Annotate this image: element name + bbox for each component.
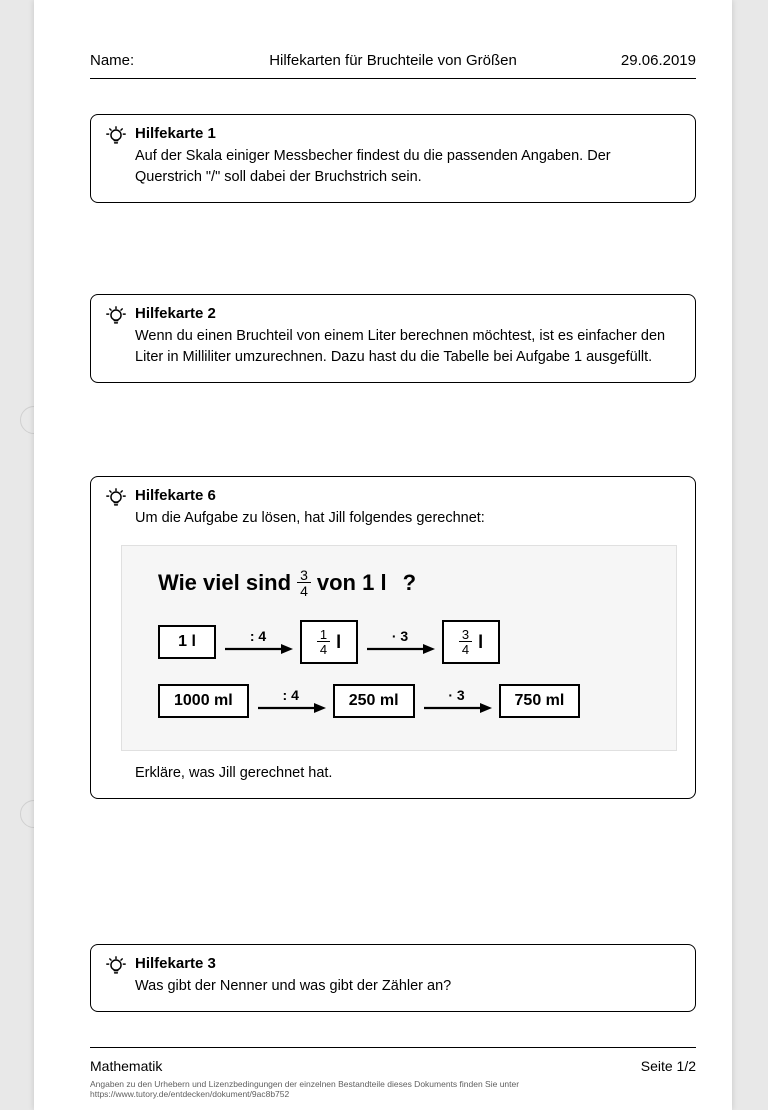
fraction: 3 4 xyxy=(459,628,472,656)
value-box: 1 l xyxy=(158,625,216,659)
arrow: · 3 xyxy=(419,687,495,715)
card-body: Auf der Skala einiger Messbecher findest… xyxy=(135,146,677,188)
arrow: : 4 xyxy=(253,687,329,715)
help-card-3: Hilfekarte 3 Was gibt der Nenner und was… xyxy=(90,944,696,1012)
card-outro: Erkläre, was Jill gerechnet hat. xyxy=(135,763,677,784)
denominator: 4 xyxy=(320,642,327,656)
header-rule xyxy=(90,78,696,79)
help-card-6: Hilfekarte 6 Um die Aufgabe zu lösen, ha… xyxy=(90,476,696,799)
unit: l xyxy=(478,632,483,653)
fineprint-line: Angaben zu den Urhebern und Lizenzbeding… xyxy=(90,1079,696,1090)
question-prefix: Wie viel sind xyxy=(158,570,291,596)
card-body: Was gibt der Nenner und was gibt der Zäh… xyxy=(135,976,677,997)
question-suffix: ? xyxy=(403,570,416,596)
arrow-icon xyxy=(256,701,326,715)
lightbulb-icon xyxy=(105,955,127,977)
card-title: Hilfekarte 6 xyxy=(135,487,677,504)
numerator: 3 xyxy=(459,628,472,642)
arrow-icon xyxy=(223,642,293,656)
lightbulb-icon xyxy=(105,305,127,327)
help-card-2: Hilfekarte 2 Wenn du einen Bruchteil von… xyxy=(90,294,696,383)
page-title: Hilfekarten für Bruchteile von Größen xyxy=(90,52,696,69)
help-card-1: Hilfekarte 1 Auf der Skala einiger Messb… xyxy=(90,114,696,203)
footer-rule xyxy=(90,1047,696,1048)
value-box: 1 4 l xyxy=(300,620,358,664)
arrow-icon xyxy=(365,642,435,656)
value-box: 1000 ml xyxy=(158,684,249,718)
numerator: 1 xyxy=(317,628,330,642)
card-body: Wenn du einen Bruchteil von einem Liter … xyxy=(135,326,677,368)
fineprint-line: https://www.tutory.de/entdecken/dokument… xyxy=(90,1089,696,1100)
lightbulb-icon xyxy=(105,487,127,509)
page-footer: Mathematik Seite 1/2 xyxy=(90,1058,696,1074)
fraction: 3 4 xyxy=(297,568,311,598)
denominator: 4 xyxy=(462,642,469,656)
diagram-row-ml: 1000 ml : 4 250 ml · 3 750 ml xyxy=(158,684,652,718)
card-intro: Um die Aufgabe zu lösen, hat Jill folgen… xyxy=(135,508,677,529)
denominator: 4 xyxy=(300,583,308,598)
arrow: · 3 xyxy=(362,628,438,656)
card-title: Hilfekarte 2 xyxy=(135,305,677,322)
lightbulb-icon xyxy=(105,125,127,147)
fraction: 1 4 xyxy=(317,628,330,656)
arrow: : 4 xyxy=(220,628,296,656)
page-header: Name: Hilfekarten für Bruchteile von Grö… xyxy=(90,52,696,69)
footer-subject: Mathematik xyxy=(90,1058,162,1074)
footer-fineprint: Angaben zu den Urhebern und Lizenzbeding… xyxy=(90,1079,696,1100)
arrow-icon xyxy=(422,701,492,715)
value-box: 750 ml xyxy=(499,684,581,718)
question-mid: von 1 l xyxy=(317,570,387,596)
worksheet-page: Name: Hilfekarten für Bruchteile von Grö… xyxy=(34,0,732,1110)
unit: l xyxy=(336,632,341,653)
diagram-question: Wie viel sind 3 4 von 1 l ? xyxy=(158,568,652,598)
card-title: Hilfekarte 1 xyxy=(135,125,677,142)
value-box: 3 4 l xyxy=(442,620,500,664)
card-title: Hilfekarte 3 xyxy=(135,955,677,972)
footer-page: Seite 1/2 xyxy=(641,1058,696,1074)
numerator: 3 xyxy=(297,568,311,583)
diagram-row-liters: 1 l : 4 1 4 l · 3 xyxy=(158,620,652,664)
value-box: 250 ml xyxy=(333,684,415,718)
calculation-diagram: Wie viel sind 3 4 von 1 l ? 1 l : 4 1 xyxy=(121,545,677,751)
